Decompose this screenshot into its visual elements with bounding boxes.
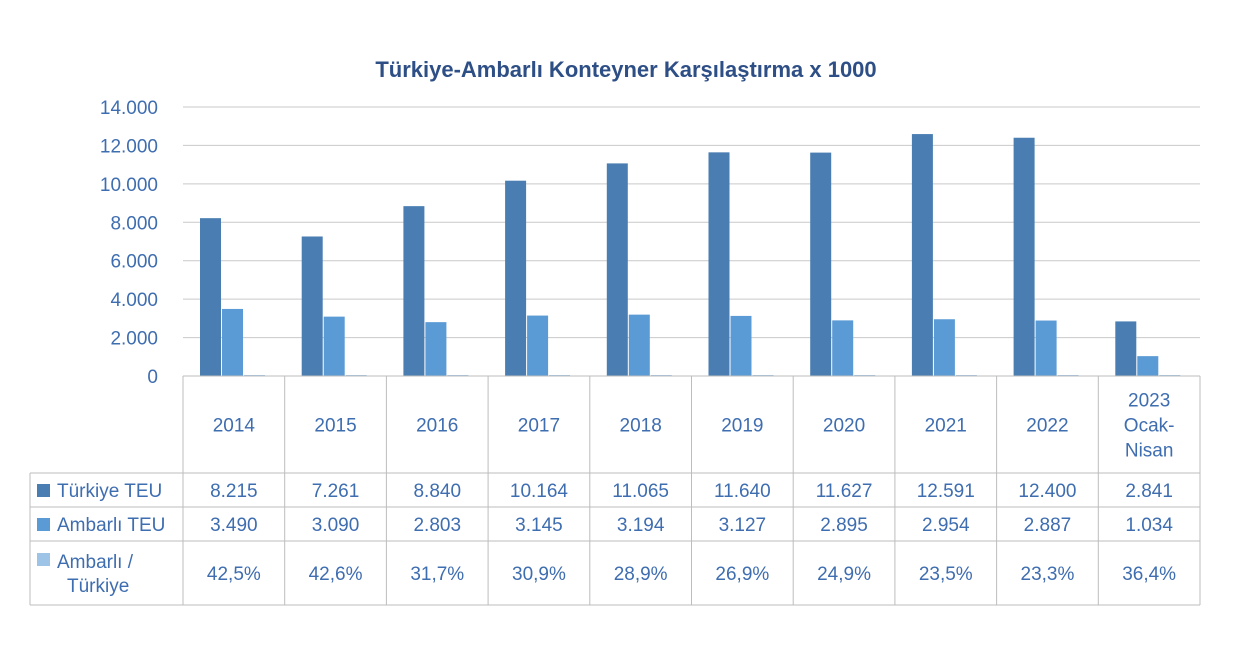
data-label: 26,9%: [715, 564, 769, 585]
data-label: 23,3%: [1021, 564, 1075, 585]
data-label: 12.591: [917, 481, 975, 502]
category-label: 2014: [213, 416, 256, 437]
bar: [832, 320, 854, 376]
gridlines: [183, 106, 1200, 377]
category-label: 2018: [620, 416, 662, 437]
y-tick-label: 10.000: [100, 175, 158, 196]
data-label: 11.627: [816, 481, 873, 502]
y-axis: 0 2.000 4.000 6.000 8.000 10.000 12.000 14.000: [100, 98, 158, 388]
y-tick-label: 6.000: [110, 252, 158, 273]
y-tick-label: 14.000: [100, 98, 158, 119]
data-label: 8.215: [210, 481, 258, 502]
data-label: 2.895: [820, 515, 868, 536]
legend-key: [37, 518, 50, 531]
legend-key: [37, 553, 50, 566]
data-label: 24,9%: [817, 564, 871, 585]
bar: [1137, 356, 1159, 376]
bar: [606, 163, 628, 376]
data-label: 3.145: [515, 515, 563, 536]
bar: [403, 206, 425, 376]
category-label: 2019: [721, 416, 763, 437]
bar: [1115, 321, 1137, 376]
data-label: 3.194: [617, 515, 665, 536]
bar: [1035, 320, 1057, 376]
data-label: 7.261: [312, 481, 360, 502]
chart-title: Türkiye-Ambarlı Konteyner Karşılaştırma …: [375, 57, 876, 82]
data-label: 2.887: [1024, 515, 1072, 536]
y-tick-label: 4.000: [110, 290, 158, 311]
legend-key: [37, 484, 50, 497]
data-label: 23,5%: [919, 564, 973, 585]
bar: [425, 322, 447, 376]
category-label: 2020: [823, 416, 865, 437]
bar: [527, 315, 549, 376]
bar: [708, 152, 730, 376]
category-label: 2015: [314, 416, 356, 437]
data-label: 3.127: [719, 515, 767, 536]
bar: [933, 319, 955, 376]
data-label: 42,5%: [207, 564, 261, 585]
category-label: 2023: [1128, 391, 1170, 412]
category-label: 2022: [1026, 416, 1068, 437]
data-label: 11.065: [612, 481, 669, 502]
bar: [222, 308, 243, 376]
y-tick-label: 0: [147, 367, 158, 388]
data-label: 1.034: [1125, 515, 1173, 536]
data-label: 2.954: [922, 515, 970, 536]
category-label: Ocak-: [1124, 416, 1175, 437]
bar: [628, 314, 650, 376]
bar: [505, 180, 527, 376]
y-tick-label: 8.000: [110, 213, 158, 234]
series-label: Ambarlı /: [57, 552, 134, 573]
bars: [200, 134, 1181, 376]
category-label: Nisan: [1125, 441, 1174, 462]
bar: [911, 134, 933, 376]
data-label: 8.840: [413, 481, 461, 502]
category-label: 2021: [925, 416, 967, 437]
bar: [301, 236, 323, 376]
series-label: Ambarlı TEU: [57, 515, 165, 536]
data-label: 2.803: [413, 515, 461, 536]
y-tick-label: 12.000: [100, 136, 158, 157]
bar: [810, 152, 832, 376]
category-label: 2017: [518, 416, 560, 437]
bar: [730, 315, 752, 376]
data-label: 3.490: [210, 515, 258, 536]
data-label: 28,9%: [614, 564, 668, 585]
data-label: 3.090: [312, 515, 360, 536]
data-label: 12.400: [1018, 481, 1076, 502]
y-tick-label: 2.000: [110, 329, 158, 350]
bar: [323, 316, 345, 376]
data-label: 31,7%: [410, 564, 464, 585]
bar: [1013, 137, 1035, 376]
data-label: 42,6%: [309, 564, 363, 585]
data-label: 11.640: [714, 481, 771, 502]
series-label: Türkiye: [67, 576, 129, 597]
data-label: 36,4%: [1122, 564, 1176, 585]
data-label: 10.164: [510, 481, 569, 502]
series-label: Türkiye TEU: [57, 481, 162, 502]
category-label: 2016: [416, 416, 458, 437]
data-table: 2014 2015 2016 2017 2018 2019 2020 2021 2022 2023…: [29, 375, 1201, 606]
data-label: 30,9%: [512, 564, 566, 585]
data-label: 2.841: [1125, 481, 1173, 502]
bar: [200, 218, 221, 376]
